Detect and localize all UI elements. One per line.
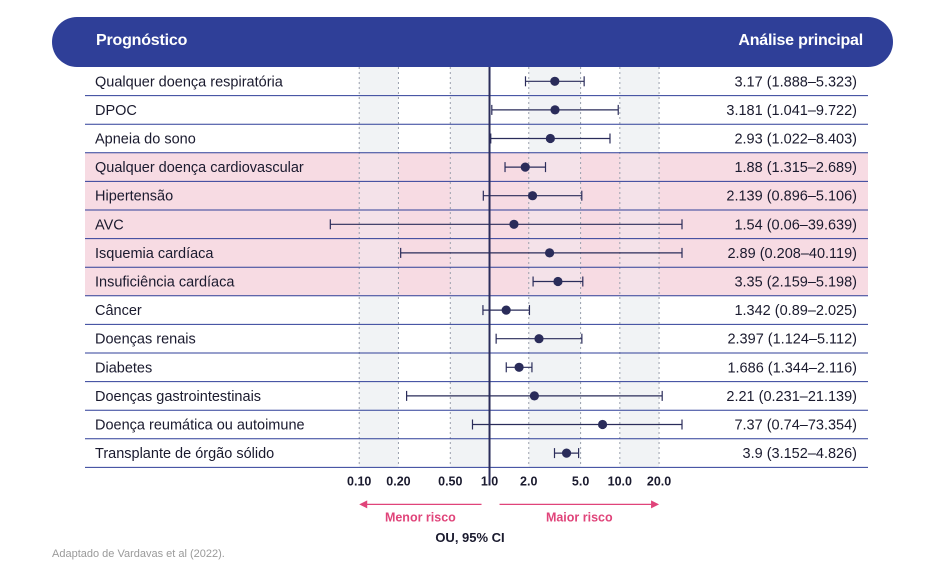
- row-value: 1.686 (1.344–2.116): [727, 360, 857, 376]
- row-value: 2.139 (0.896–5.106): [726, 189, 857, 205]
- row-value: 7.37 (0.74–73.354): [734, 418, 857, 434]
- point-estimate: [534, 334, 544, 344]
- row-highlight-overlay: [85, 267, 868, 296]
- row-value: 1.88 (1.315–2.689): [734, 160, 857, 176]
- row-label: DPOC: [95, 103, 137, 119]
- point-estimate: [553, 276, 563, 287]
- tick-label: 20.0: [647, 474, 671, 488]
- table-header: Prognóstico Análise principal: [52, 17, 893, 67]
- point-estimate: [550, 105, 560, 115]
- lower-risk-arrowhead: [359, 500, 368, 509]
- point-estimate: [509, 219, 519, 229]
- row-value: 2.93 (1.022–8.403): [734, 132, 857, 148]
- row-label: Transplante de órgão sólido: [95, 446, 274, 462]
- row-label: Isquemia cardíaca: [95, 246, 214, 262]
- row-label: Câncer: [95, 303, 142, 319]
- row-label: AVC: [95, 217, 124, 233]
- point-estimate: [561, 448, 572, 458]
- tick-label: 0.10: [347, 474, 371, 488]
- point-estimate: [545, 133, 555, 144]
- row-value: 1.342 (0.89–2.025): [734, 303, 857, 319]
- point-estimate: [527, 191, 538, 201]
- higher-risk-label: Maior risco: [546, 510, 613, 524]
- row-value: 3.181 (1.041–9.722): [726, 103, 857, 119]
- row-value: 2.89 (0.208–40.119): [727, 246, 857, 262]
- row-value: 2.21 (0.231–21.139): [726, 389, 857, 405]
- main-analysis-column-title: Análise principal: [738, 32, 863, 49]
- point-estimate: [597, 419, 608, 430]
- row-label: Qualquer doença cardiovascular: [95, 160, 304, 176]
- row-label: Doenças renais: [95, 332, 196, 348]
- point-estimate: [544, 248, 555, 258]
- row-label: Qualquer doença respiratória: [95, 74, 284, 90]
- point-estimate: [550, 76, 560, 86]
- row-value: 1.54 (0.06–39.639): [734, 217, 857, 233]
- higher-risk-arrowhead: [651, 500, 660, 509]
- row-value: 3.9 (3.152–4.826): [743, 446, 857, 462]
- row-value: 3.35 (2.159–5.198): [734, 275, 857, 291]
- row-label: Doenças gastrointestinais: [95, 389, 261, 405]
- row-highlight-overlay: [85, 152, 868, 182]
- row-highlight-overlay: [85, 181, 868, 210]
- tick-label: 5.0: [572, 474, 589, 488]
- row-value: 2.397 (1.124–5.112): [727, 332, 857, 348]
- tick-label: 0.20: [386, 474, 410, 488]
- source-footnote: Adaptado de Vardavas et al (2022).: [52, 548, 225, 560]
- tick-label: 0.50: [438, 474, 462, 488]
- point-estimate: [529, 391, 540, 401]
- row-label: Hipertensão: [95, 189, 173, 205]
- point-estimate: [501, 305, 511, 315]
- point-estimate: [514, 362, 524, 372]
- row-label: Insuficiência cardíaca: [95, 275, 235, 291]
- lower-risk-label: Menor risco: [385, 510, 456, 524]
- row-label: Apneia do sono: [95, 132, 196, 148]
- row-label: Doença reumática ou autoimune: [95, 418, 305, 434]
- tick-label: 2.0: [520, 474, 537, 488]
- row-label: Diabetes: [95, 360, 152, 376]
- prognosis-column-title: Prognóstico: [96, 32, 188, 49]
- tick-label: 10.0: [608, 474, 632, 488]
- row-value: 3.17 (1.888–5.323): [734, 74, 857, 90]
- x-axis-label: OU, 95% CI: [435, 530, 505, 545]
- point-estimate: [520, 162, 530, 172]
- tick-label: 1.0: [481, 474, 498, 488]
